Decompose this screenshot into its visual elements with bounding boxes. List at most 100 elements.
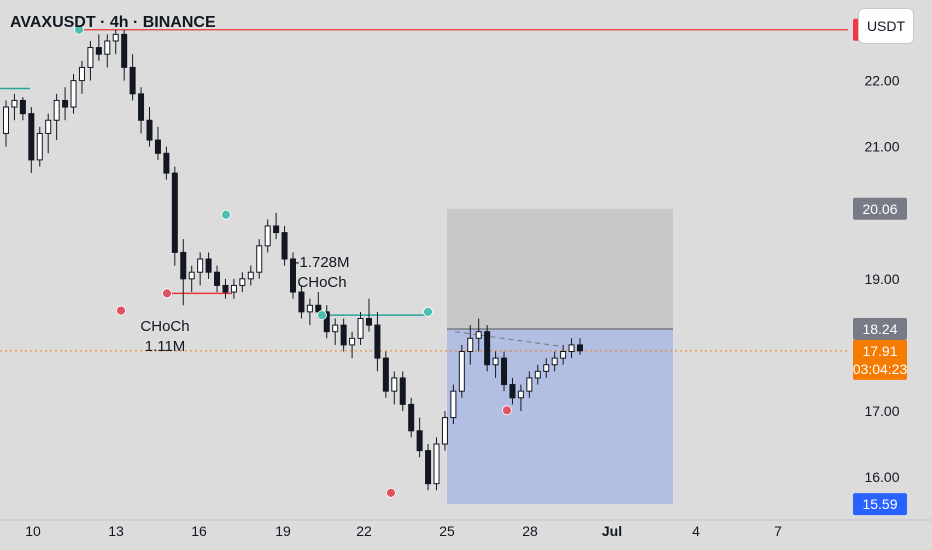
x-tick-label: 22 <box>356 523 372 539</box>
price-label: 17.91 <box>862 343 897 359</box>
candle-body <box>290 258 296 293</box>
swing-high-marker <box>317 310 327 321</box>
candle-body <box>104 40 111 55</box>
candle-body <box>180 251 187 280</box>
x-tick-label: 25 <box>439 523 455 539</box>
candle-body <box>129 66 136 95</box>
candle-body <box>214 271 221 286</box>
candle-body <box>62 99 69 108</box>
candle-body <box>450 390 457 419</box>
candle-body <box>205 258 212 273</box>
candle-body <box>53 99 60 121</box>
candle-body <box>560 351 567 359</box>
target-zone <box>447 208 673 330</box>
x-tick-label: 28 <box>522 523 538 539</box>
price-label: 15.59 <box>862 496 897 512</box>
candle-body <box>256 245 263 273</box>
x-tick-label: 7 <box>774 523 782 539</box>
candle-body <box>501 357 508 386</box>
candle-body <box>408 403 415 432</box>
countdown-label: 03:04:23 <box>853 361 908 377</box>
candle-body <box>475 331 482 339</box>
stop-zone <box>447 329 673 505</box>
price-label-box <box>853 197 907 220</box>
candle-body <box>36 132 43 161</box>
x-tick-label: 19 <box>275 523 291 539</box>
currency-button[interactable]: USDT <box>858 8 914 44</box>
swing-low-marker <box>386 488 396 498</box>
candle-body <box>11 99 18 108</box>
x-tick-label: 13 <box>108 523 124 539</box>
candle-body <box>28 113 35 161</box>
x-tick-label: 4 <box>692 523 700 539</box>
candle-body <box>3 106 9 134</box>
candle-body <box>138 93 145 121</box>
candle-body <box>306 304 313 313</box>
y-tick-label: 22.00 <box>864 73 899 89</box>
candle-body <box>357 317 364 339</box>
candle-body <box>534 370 541 379</box>
candle-body <box>45 119 52 134</box>
y-tick-label: 16.00 <box>864 469 899 485</box>
candle-body <box>425 450 432 485</box>
candle-body <box>577 344 583 352</box>
x-tick-label: 10 <box>25 523 41 539</box>
choch-annotation: -1.728M <box>294 254 349 271</box>
candle-body <box>441 417 448 445</box>
y-tick-label: 17.00 <box>864 403 899 419</box>
candle-body <box>197 258 204 273</box>
candle-body <box>230 284 237 293</box>
price-label-box <box>853 493 907 516</box>
candle-body <box>281 232 288 260</box>
candle-body <box>264 225 271 247</box>
swing-high-marker <box>74 24 84 35</box>
candle-body <box>374 324 381 359</box>
x-tick-label: 16 <box>191 523 207 539</box>
choch-annotation: CHoCh <box>140 318 189 335</box>
candle-body <box>247 271 254 280</box>
candle-body <box>349 337 356 346</box>
swing-high-marker <box>423 306 433 317</box>
candle-body <box>391 377 398 392</box>
candle-body <box>551 357 558 366</box>
candle-body <box>163 152 170 174</box>
candle-body <box>416 430 423 452</box>
y-tick-label: 19.00 <box>864 271 899 287</box>
candle-body <box>78 66 85 82</box>
candle-body <box>323 311 330 333</box>
candle-body <box>458 351 465 392</box>
candle-body <box>315 304 322 313</box>
candle-body <box>484 331 491 366</box>
candle-body <box>222 284 229 293</box>
candle-body <box>171 172 178 253</box>
candle-body <box>146 119 153 141</box>
swing-low-marker <box>502 405 512 416</box>
candle-body <box>154 139 161 154</box>
candle-body <box>239 278 246 286</box>
price-label: 18.24 <box>862 321 897 337</box>
candle-body <box>87 47 94 68</box>
candle-body <box>112 33 119 42</box>
candle-body <box>19 99 26 115</box>
candle-body <box>399 377 406 405</box>
candle-body <box>517 390 524 399</box>
price-axis <box>848 0 932 520</box>
swing-low-marker <box>116 305 126 316</box>
candle-body <box>509 384 516 399</box>
candle-body <box>382 357 389 392</box>
choch-annotation: CHoCh <box>297 274 346 291</box>
candle-body <box>467 337 474 353</box>
choch-annotation: 1.11M <box>145 338 186 355</box>
price-label-box <box>853 318 907 341</box>
candle-body <box>273 225 280 234</box>
candle-body <box>95 47 102 55</box>
swing-low-marker <box>162 288 172 299</box>
x-tick-label: Jul <box>602 523 622 539</box>
price-label: 20.06 <box>862 201 897 217</box>
price-label-box <box>853 339 907 380</box>
y-tick-label: 21.00 <box>864 139 899 155</box>
candle-body <box>332 324 339 333</box>
candle-body <box>188 271 195 280</box>
swing-high-marker <box>221 209 231 220</box>
